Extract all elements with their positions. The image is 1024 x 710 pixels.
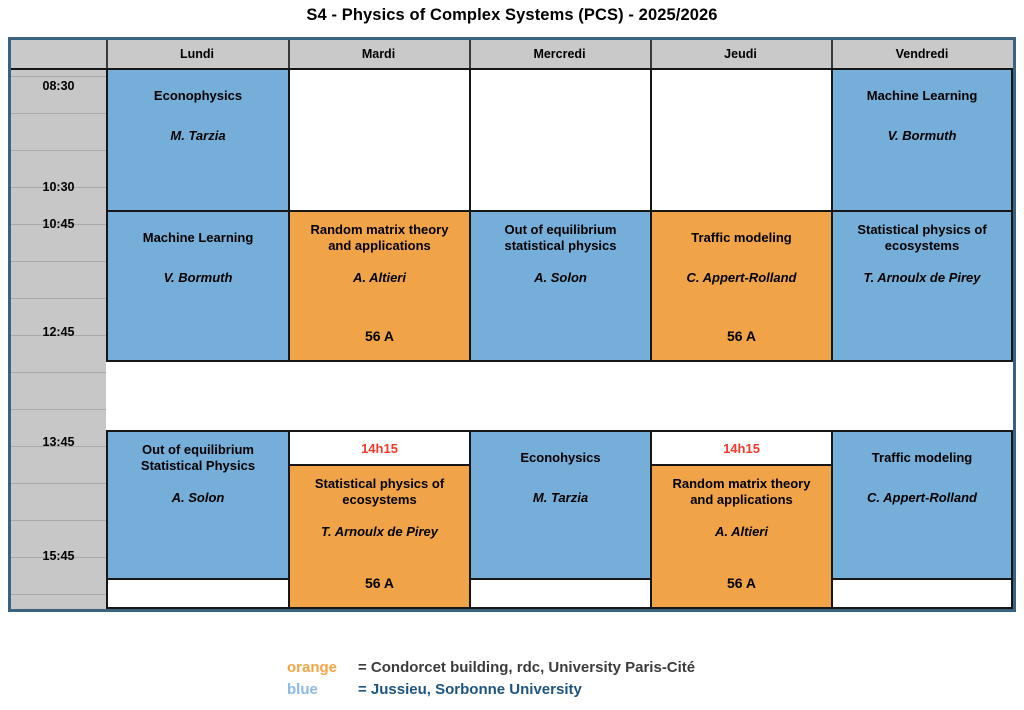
time-column: 08:30 10:30 10:45 12:45 13:45 15:45: [11, 40, 108, 609]
timetable: 08:30 10:30 10:45 12:45 13:45 15:45 Lund…: [8, 37, 1016, 612]
course-room: 56 A: [726, 328, 757, 344]
day-header-row: Lundi Mardi Mercredi Jeudi Vendredi: [11, 40, 1013, 70]
course-title: Machine Learning: [866, 88, 978, 103]
course-teacher: A. Solon: [171, 490, 225, 505]
course-title: Out of equilibrium Statistical Physics: [140, 442, 256, 473]
time-label-1545: 15:45: [42, 549, 75, 563]
course-title: Statistical physics of ecosystems: [857, 222, 987, 253]
course-cell-jeudi-midday: Traffic modeling C. Appert-Rolland 56 A: [650, 210, 833, 362]
course-title: Random matrix theory and applications: [672, 476, 811, 507]
day-header-jeudi: Jeudi: [724, 47, 757, 61]
time-label-1030: 10:30: [42, 180, 75, 194]
course-cell-lundi-morning: Econophysics M. Tarzia: [106, 68, 290, 212]
empty-cell-mercredi-morning: [469, 68, 652, 212]
course-title: Traffic modeling: [871, 450, 973, 465]
course-teacher: V. Bormuth: [163, 270, 233, 285]
course-title: Machine Learning: [142, 230, 254, 245]
legend-text-blue: = Jussieu, Sorbonne University: [358, 681, 582, 698]
course-teacher: M. Tarzia: [170, 128, 226, 143]
start-note-jeudi: 14h15: [650, 430, 833, 466]
course-cell-lundi-afternoon: Out of equilibrium Statistical Physics A…: [106, 430, 290, 580]
start-note-mardi: 14h15: [288, 430, 471, 466]
course-title: Econohysics: [520, 450, 601, 465]
header-divider: [106, 40, 108, 68]
course-cell-mercredi-afternoon: Econohysics M. Tarzia: [469, 430, 652, 580]
empty-cell-mardi-morning: [288, 68, 471, 212]
course-title: Econophysics: [153, 88, 243, 103]
course-cell-vendredi-afternoon: Traffic modeling C. Appert-Rolland: [831, 430, 1013, 580]
course-room: 56 A: [726, 575, 757, 591]
day-header-mardi: Mardi: [361, 47, 396, 61]
header-divider: [288, 40, 290, 68]
legend: orange = Condorcet building, rdc, Univer…: [287, 657, 695, 701]
day-header-mercredi: Mercredi: [533, 47, 586, 61]
empty-cell-mercredi-late: [469, 578, 652, 609]
empty-cell-jeudi-morning: [650, 68, 833, 212]
course-cell-jeudi-afternoon: Random matrix theory and applications A.…: [650, 464, 833, 609]
legend-row-orange: orange = Condorcet building, rdc, Univer…: [287, 657, 695, 679]
time-label-1345: 13:45: [42, 435, 75, 449]
course-title: Out of equilibrium statistical physics: [504, 222, 617, 253]
course-cell-vendredi-morning: Machine Learning V. Bormuth: [831, 68, 1013, 212]
course-teacher: T. Arnoulx de Pirey: [320, 524, 439, 539]
course-cell-vendredi-midday: Statistical physics of ecosystems T. Arn…: [831, 210, 1013, 362]
course-title: Traffic modeling: [691, 230, 792, 245]
course-title: Random matrix theory and applications: [310, 222, 449, 253]
day-header-vendredi: Vendredi: [895, 47, 949, 61]
legend-text-orange: = Condorcet building, rdc, University Pa…: [358, 659, 696, 676]
course-cell-mardi-afternoon: Statistical physics of ecosystems T. Arn…: [288, 464, 471, 609]
course-teacher: A. Altieri: [353, 270, 406, 285]
course-teacher: M. Tarzia: [532, 490, 589, 505]
empty-cell-vendredi-late: [831, 578, 1013, 609]
course-room: 56 A: [364, 575, 395, 591]
course-teacher: A. Altieri: [715, 524, 768, 539]
legend-key-orange: orange: [287, 659, 338, 676]
course-cell-mercredi-midday: Out of equilibrium statistical physics A…: [469, 210, 652, 362]
day-header-lundi: Lundi: [179, 47, 214, 61]
course-teacher: T. Arnoulx de Pirey: [863, 270, 981, 285]
course-cell-mardi-midday: Random matrix theory and applications A.…: [288, 210, 471, 362]
course-title: Statistical physics of ecosystems: [314, 476, 445, 507]
header-divider: [650, 40, 652, 68]
course-teacher: C. Appert-Rolland: [866, 490, 977, 505]
header-divider: [469, 40, 471, 68]
course-room: 56 A: [364, 328, 395, 344]
page-title: S4 - Physics of Complex Systems (PCS) - …: [306, 6, 718, 24]
time-label-0830: 08:30: [42, 79, 75, 93]
course-teacher: V. Bormuth: [887, 128, 957, 143]
empty-cell-lundi-late: [106, 578, 290, 609]
start-note-text: 14h15: [723, 440, 760, 456]
start-note-text: 14h15: [361, 440, 398, 456]
course-teacher: A. Solon: [534, 270, 587, 285]
legend-key-blue: blue: [287, 681, 318, 698]
lunch-gap: [106, 360, 1013, 432]
course-teacher: C. Appert-Rolland: [686, 270, 797, 285]
header-divider: [831, 40, 833, 68]
time-label-1045: 10:45: [42, 217, 75, 231]
time-label-1245: 12:45: [42, 325, 75, 339]
legend-row-blue: blue = Jussieu, Sorbonne University: [287, 679, 695, 701]
course-cell-lundi-midday: Machine Learning V. Bormuth: [106, 210, 290, 362]
